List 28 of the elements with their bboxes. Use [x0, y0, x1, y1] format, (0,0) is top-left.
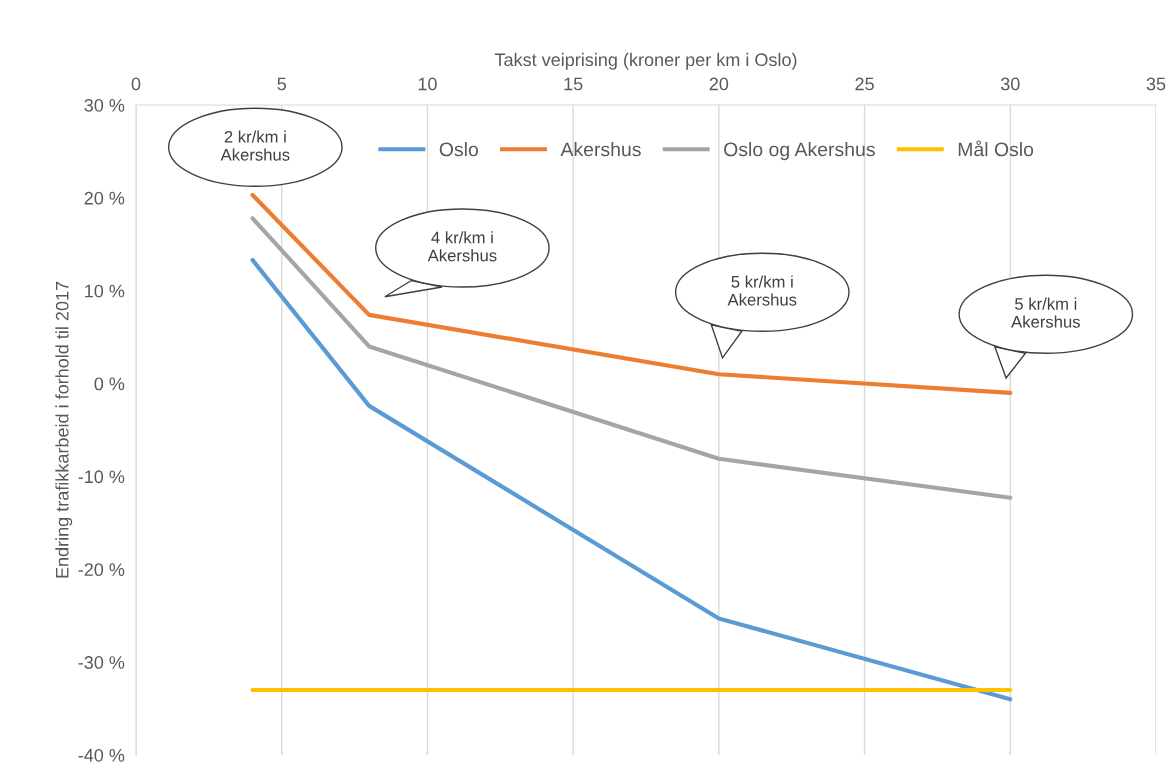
y-tick-label: -20 %	[78, 563, 125, 577]
x-tick-label: 25	[855, 77, 874, 91]
y-tick-label: 20 %	[84, 191, 125, 205]
x-tick-label: 0	[131, 77, 141, 91]
x-tick-label: 30	[1000, 77, 1020, 91]
x-tick-label: 20	[709, 77, 729, 91]
annotation: 4 kr/km i Akershus	[427, 231, 497, 262]
annotation: 5 kr/km i Akershus	[727, 275, 797, 306]
legend-label: Mål Oslo	[958, 140, 1034, 157]
y-tick-label: 30 %	[84, 98, 125, 112]
legend-label: Oslo	[439, 142, 478, 157]
legend-label: Oslo og Akershus	[724, 142, 875, 161]
y-tick-label: -10 %	[78, 470, 125, 484]
x-axis-title: Takst veiprising (kroner per km i Oslo)	[494, 52, 797, 70]
x-tick-label: 35	[1146, 77, 1166, 91]
y-axis-title: Endring trafikkarbeid i forhold til 2017	[55, 281, 73, 578]
y-tick-label: 0 %	[94, 377, 125, 391]
annotation: 2 kr/km i Akershus	[220, 130, 290, 161]
x-tick-label: 15	[564, 77, 583, 91]
line-series	[250, 192, 1013, 395]
x-tick-label: 10	[418, 77, 437, 91]
line-series	[250, 216, 1013, 500]
y-tick-label: 10 %	[85, 284, 125, 298]
annotation: 5 kr/km i Akershus	[1011, 297, 1080, 328]
y-tick-label: -30 %	[78, 656, 125, 669]
y-tick-label: -40 %	[78, 748, 125, 762]
x-tick-label: 5	[277, 77, 286, 91]
legend-label: Akershus	[560, 142, 641, 157]
